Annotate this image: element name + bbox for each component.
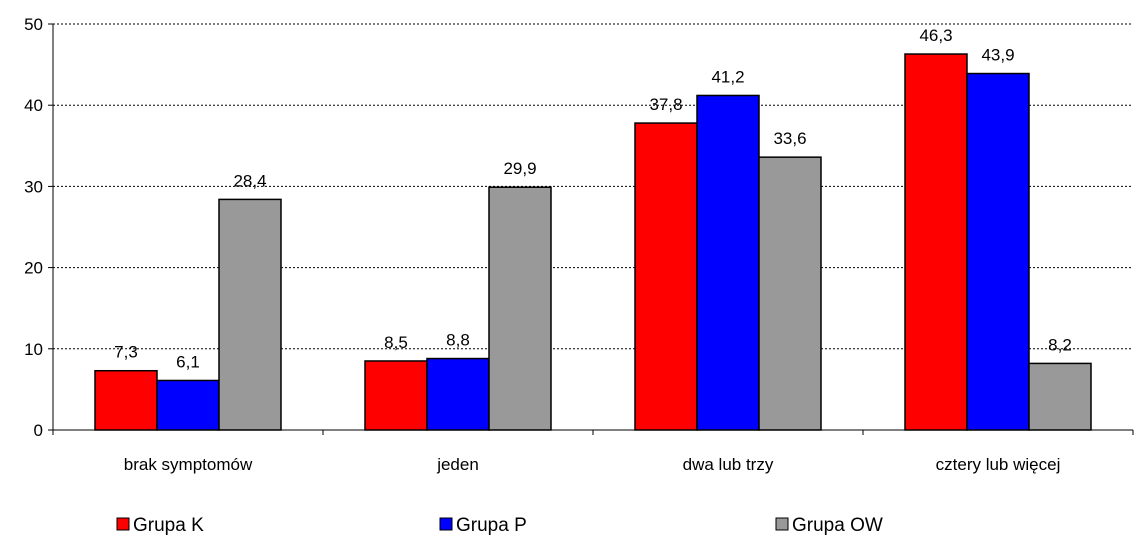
y-tick-label: 40 [24,96,43,115]
bar [758,156,822,431]
data-label: 28,4 [233,171,266,190]
x-tick-label: dwa lub trzy [683,455,774,474]
legend-swatch [775,517,789,531]
bar [696,94,760,431]
data-label: 8,8 [446,331,470,350]
bar [218,198,282,431]
data-label: 43,9 [981,46,1014,65]
legend: Grupa K Grupa P Grupa OW [116,515,883,536]
axes: 0 10 20 30 40 50 brak symptomów jeden dwa lub tr… [24,15,1134,474]
y-tick-label: 0 [34,421,43,440]
bar [426,357,490,431]
data-label: 29,9 [503,159,536,178]
x-tick-label: brak symptomów [124,455,253,474]
y-tick-label: 10 [24,340,43,359]
legend-label: Grupa OW [792,515,883,536]
data-label: 37,8 [649,95,682,114]
data-label: 46,3 [919,26,952,45]
bar [1028,362,1092,431]
bar [156,379,220,431]
bar [966,72,1030,431]
data-labels: 7,3 8,5 37,8 46,3 6,1 8,8 41,2 43,9 28,4 29,9 33,6… [114,26,1072,371]
legend-label: Grupa P [456,515,527,536]
bar [94,369,158,431]
legend-swatch [116,517,130,531]
y-tick-label: 20 [24,259,43,278]
bar [904,53,968,431]
data-label: 41,2 [711,67,744,86]
x-tick-label: jeden [436,455,479,474]
legend-label: Grupa K [133,515,204,536]
data-label: 6,1 [176,352,200,371]
legend-swatch [439,517,453,531]
bar [488,186,552,431]
bars [94,53,1092,431]
bar [634,122,698,431]
y-tick-label: 30 [24,177,43,196]
y-tick-label: 50 [24,15,43,34]
data-label: 8,5 [384,333,408,352]
data-label: 33,6 [773,129,806,148]
data-label: 8,2 [1048,335,1072,354]
bar [364,360,428,431]
x-tick-label: cztery lub więcej [936,455,1061,474]
data-label: 7,3 [114,343,138,362]
